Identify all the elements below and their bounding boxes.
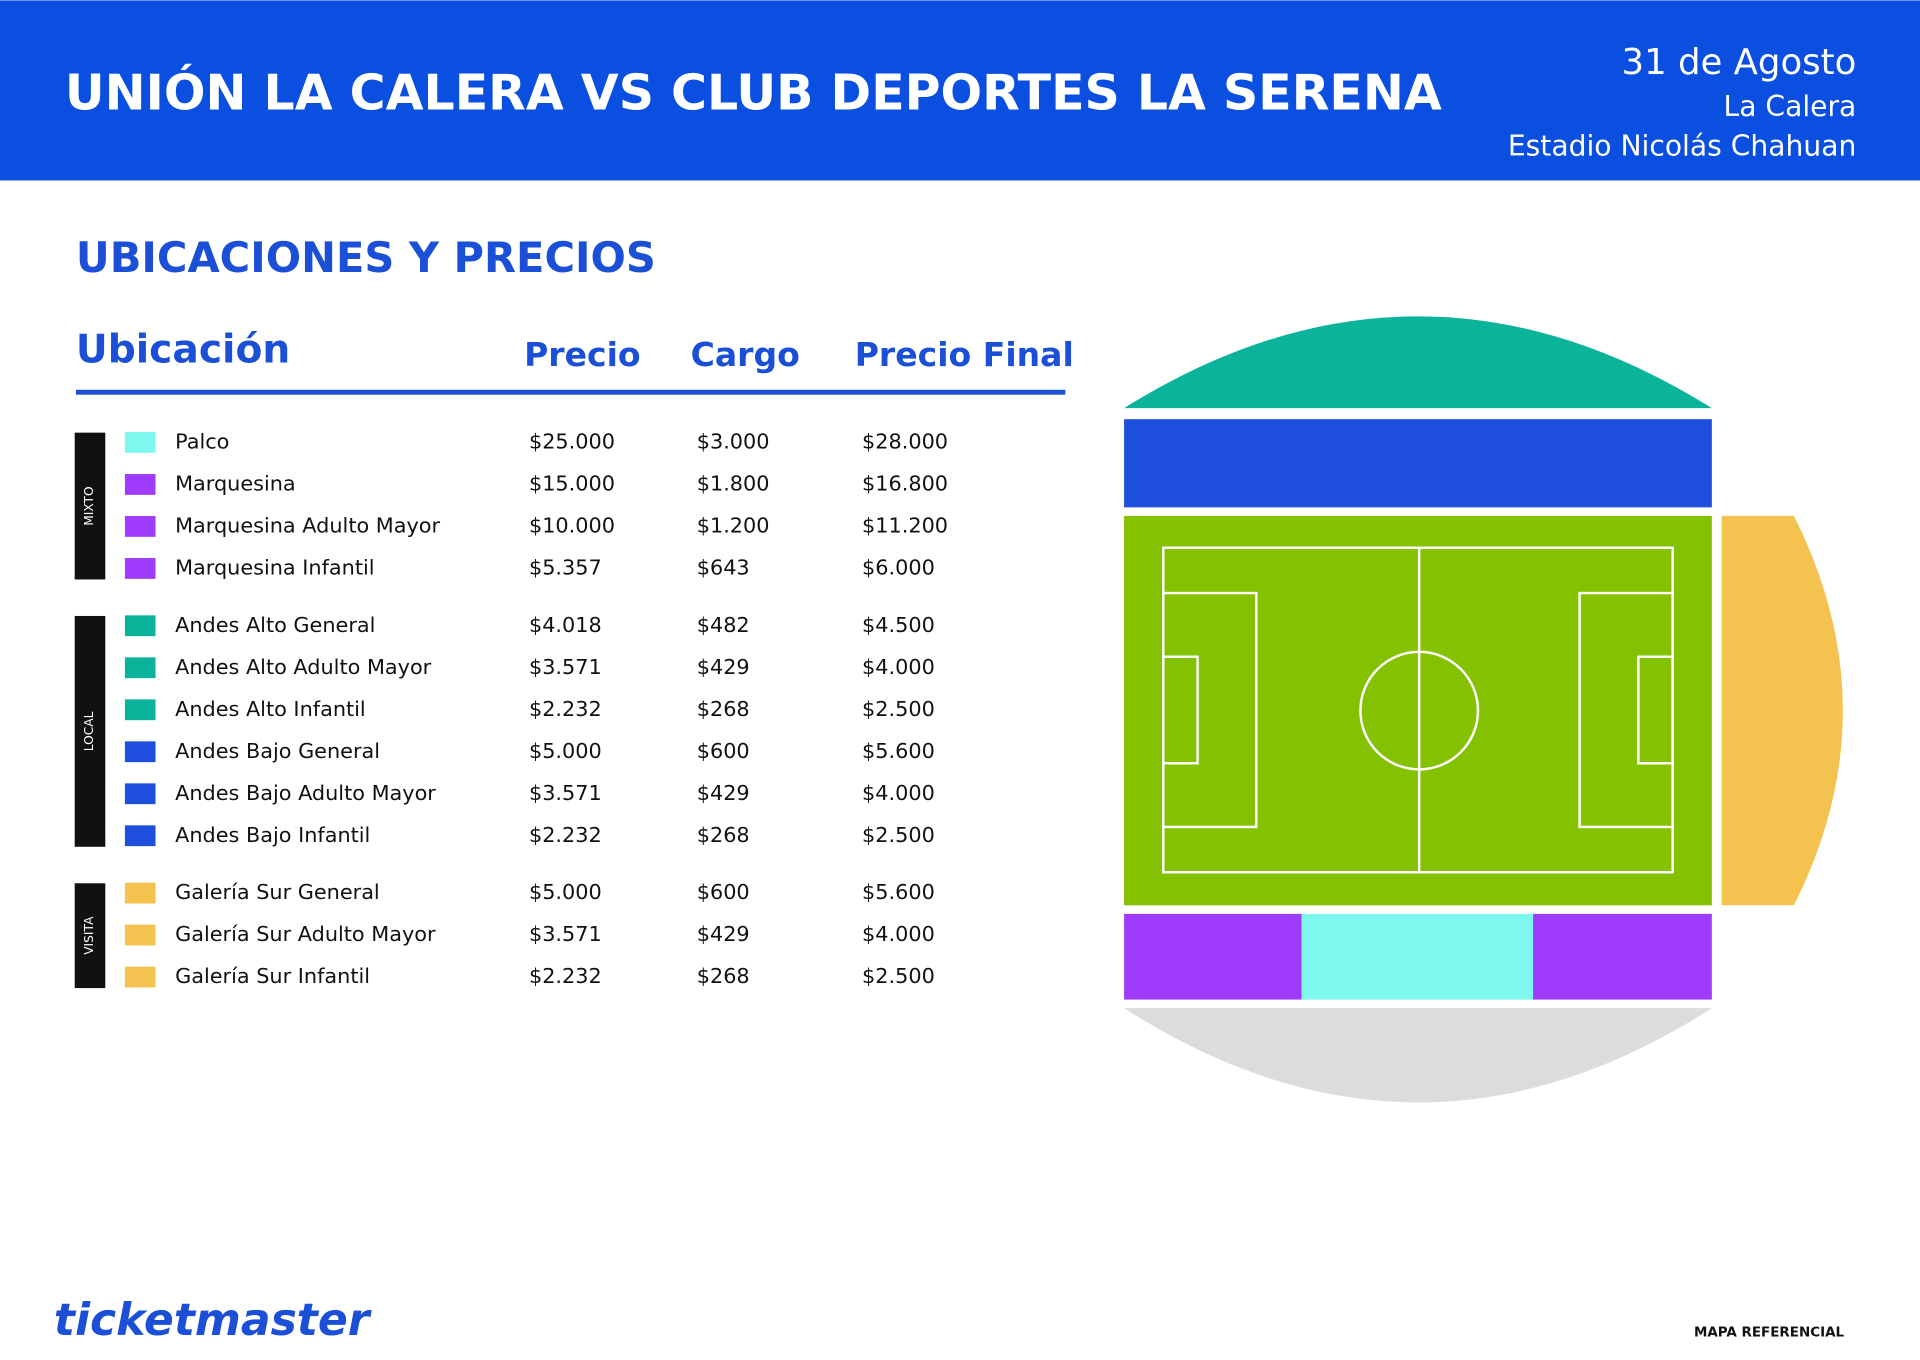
brand-logo: ticketmaster xyxy=(54,1295,373,1346)
column-header: Ubicación xyxy=(76,327,290,372)
column-header: Cargo xyxy=(691,335,800,374)
location-name: Andes Alto Infantil xyxy=(175,697,366,721)
section-andes-alto xyxy=(1124,316,1712,409)
location-name: Andes Bajo Infantil xyxy=(175,823,370,847)
fee: $3.000 xyxy=(697,429,770,453)
fee: $268 xyxy=(697,964,750,988)
header-band xyxy=(0,0,1920,181)
final-price: $6.000 xyxy=(862,555,935,579)
group-bar xyxy=(74,432,106,580)
final-price: $4.000 xyxy=(862,655,935,679)
swatch xyxy=(124,783,156,805)
event-date: 31 de Agosto xyxy=(1622,42,1857,83)
price: $15.000 xyxy=(529,471,615,495)
final-price: $2.500 xyxy=(862,697,935,721)
swatch xyxy=(124,924,156,946)
location-name: Andes Bajo General xyxy=(175,739,380,763)
fee: $643 xyxy=(697,555,750,579)
swatch xyxy=(124,657,156,679)
group-label: VISITA xyxy=(82,916,96,955)
final-price: $4.000 xyxy=(862,781,935,805)
location-name: Andes Alto General xyxy=(175,613,375,637)
section-marquesina xyxy=(1533,913,1712,1000)
location-name: Palco xyxy=(175,429,229,453)
fee: $600 xyxy=(697,880,750,904)
price: $4.018 xyxy=(529,613,602,637)
price: $5.000 xyxy=(529,739,602,763)
group-bar xyxy=(74,883,106,989)
swatch xyxy=(124,432,156,453)
fee: $268 xyxy=(697,697,750,721)
price: $2.232 xyxy=(529,697,602,721)
fee: $268 xyxy=(697,823,750,847)
event-venue: Estadio Nicolás Chahuan xyxy=(1508,129,1856,162)
final-price: $11.200 xyxy=(862,513,948,537)
swatch xyxy=(124,516,156,537)
fee: $600 xyxy=(697,739,750,763)
location-name: Andes Alto Adulto Mayor xyxy=(175,655,432,679)
event-city: La Calera xyxy=(1724,90,1857,123)
section-title: UBICACIONES Y PRECIOS xyxy=(76,233,656,282)
map-note: MAPA REFERENCIAL xyxy=(1694,1326,1845,1341)
fee: $429 xyxy=(697,655,750,679)
price: $3.571 xyxy=(529,922,602,946)
location-name: Galería Sur Infantil xyxy=(175,964,370,988)
section-palco xyxy=(1301,913,1534,1000)
location-name: Galería Sur Adulto Mayor xyxy=(175,922,436,946)
column-header: Precio xyxy=(524,335,641,374)
section-galeria-sur xyxy=(1721,515,1843,906)
location-name: Andes Bajo Adulto Mayor xyxy=(175,781,436,805)
price: $3.571 xyxy=(529,655,602,679)
location-name: Marquesina Infantil xyxy=(175,555,374,579)
swatch xyxy=(124,741,156,763)
group-label: LOCAL xyxy=(82,711,96,751)
final-price: $4.000 xyxy=(862,922,935,946)
swatch xyxy=(124,966,156,988)
swatch xyxy=(124,882,156,904)
header-rule xyxy=(75,389,1066,395)
location-name: Marquesina Adulto Mayor xyxy=(175,513,440,537)
final-price: $5.600 xyxy=(862,880,935,904)
fee: $1.800 xyxy=(697,471,770,495)
swatch xyxy=(124,474,156,495)
price: $2.232 xyxy=(529,823,602,847)
final-price: $16.800 xyxy=(862,471,948,495)
swatch xyxy=(124,558,156,579)
final-price: $2.500 xyxy=(862,964,935,988)
swatch xyxy=(124,699,156,721)
price: $2.232 xyxy=(529,964,602,988)
group-bar xyxy=(74,615,106,847)
location-name: Marquesina xyxy=(175,471,296,495)
price: $5.357 xyxy=(529,555,602,579)
swatch xyxy=(124,615,156,637)
section-andes-bajo xyxy=(1124,419,1712,508)
price: $25.000 xyxy=(529,429,615,453)
fee: $1.200 xyxy=(697,513,770,537)
price: $5.000 xyxy=(529,880,602,904)
fee: $429 xyxy=(697,922,750,946)
swatch xyxy=(124,825,156,847)
column-header: Precio Final xyxy=(855,335,1074,374)
final-price: $5.600 xyxy=(862,739,935,763)
group-label: MIXTO xyxy=(82,486,96,525)
stadium-map xyxy=(1124,316,1843,1103)
event-title: UNIÓN LA CALERA VS CLUB DEPORTES LA SERE… xyxy=(65,62,1442,121)
pitch-lines xyxy=(1162,546,1674,874)
location-name: Galería Sur General xyxy=(175,880,380,904)
final-price: $2.500 xyxy=(862,823,935,847)
final-price: $4.500 xyxy=(862,613,935,637)
price: $10.000 xyxy=(529,513,615,537)
final-price: $28.000 xyxy=(862,429,948,453)
section-marquesina xyxy=(1124,913,1302,1000)
price: $3.571 xyxy=(529,781,602,805)
fee: $482 xyxy=(697,613,750,637)
fee: $429 xyxy=(697,781,750,805)
section-closed xyxy=(1124,1008,1712,1103)
